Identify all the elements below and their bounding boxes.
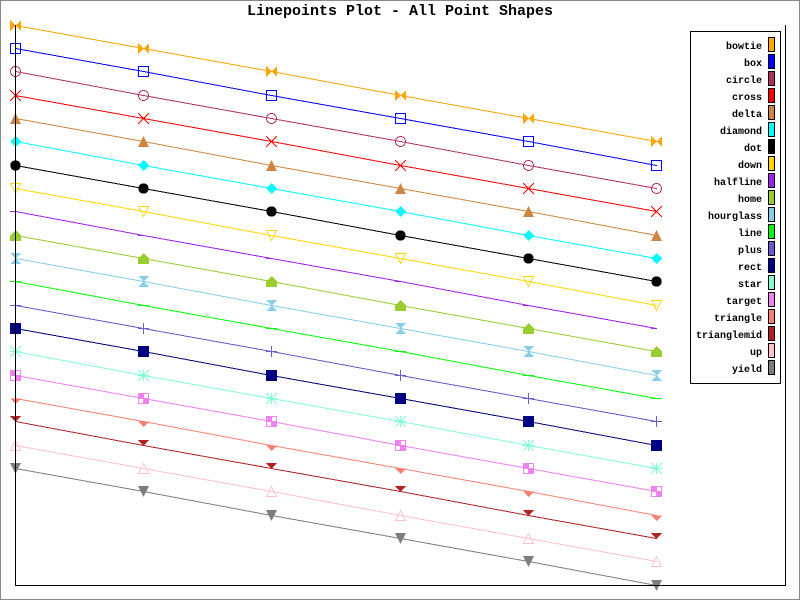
svg-text:box: box bbox=[744, 58, 762, 70]
svg-text:hourglass: hourglass bbox=[708, 211, 762, 223]
svg-text:circle: circle bbox=[726, 75, 762, 87]
svg-text:down: down bbox=[738, 160, 762, 172]
svg-text:cross: cross bbox=[732, 93, 762, 104]
svg-text:plus: plus bbox=[738, 245, 762, 257]
svg-text:diamond: diamond bbox=[720, 126, 762, 138]
svg-text:trianglemid: trianglemid bbox=[696, 330, 762, 342]
svg-text:bowtie: bowtie bbox=[726, 41, 762, 53]
svg-text:rect: rect bbox=[738, 263, 762, 274]
svg-text:halfline: halfline bbox=[714, 177, 762, 189]
svg-text:line: line bbox=[738, 228, 762, 240]
svg-text:dot: dot bbox=[744, 143, 762, 155]
svg-text:triangle: triangle bbox=[714, 313, 762, 325]
svg-text:home: home bbox=[738, 194, 762, 206]
svg-text:star: star bbox=[738, 280, 762, 291]
svg-text:delta: delta bbox=[732, 109, 762, 121]
svg-text:yield: yield bbox=[732, 364, 762, 376]
svg-text:up: up bbox=[750, 348, 762, 359]
svg-text:target: target bbox=[726, 297, 762, 308]
svg-text:Linepoints Plot - All Point Sh: Linepoints Plot - All Point Shapes bbox=[247, 3, 553, 20]
